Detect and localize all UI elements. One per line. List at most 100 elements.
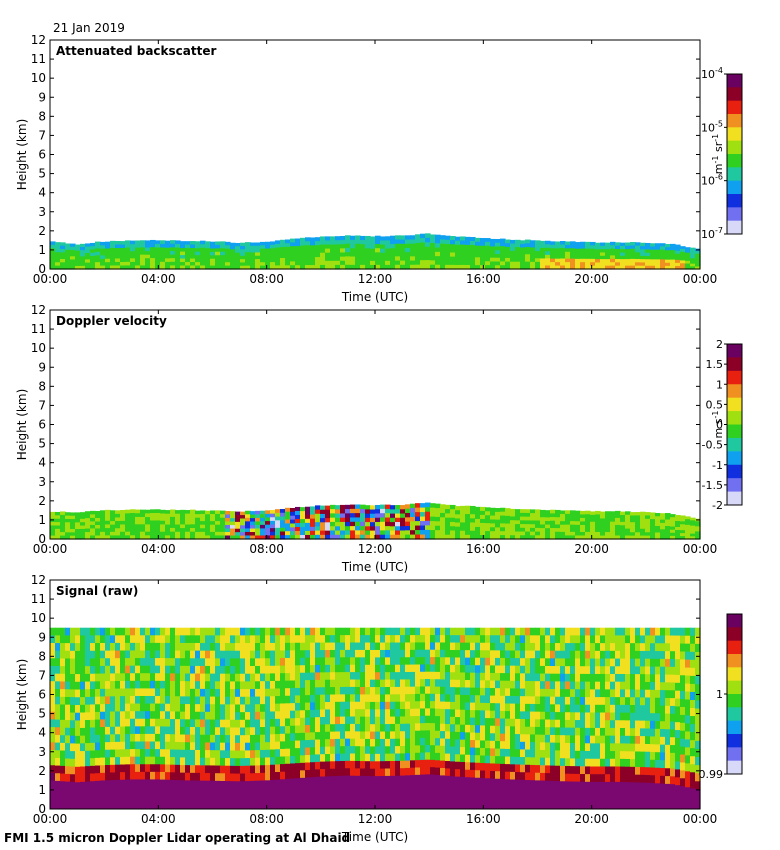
heatmap-cell — [330, 504, 336, 510]
heatmap-cell — [280, 673, 286, 682]
heatmap-cell — [510, 635, 516, 644]
heatmap-cell — [250, 249, 256, 254]
heatmap-cell — [235, 673, 241, 683]
heatmap-cell — [120, 244, 126, 249]
heatmap-cell — [310, 732, 316, 741]
heatmap-cell — [170, 680, 176, 690]
heatmap-cell — [575, 773, 581, 783]
heatmap-cell — [390, 530, 396, 536]
heatmap-cell — [55, 627, 61, 636]
heatmap-cell — [50, 251, 56, 256]
heatmap-cell — [185, 517, 191, 522]
heatmap-cell — [230, 514, 236, 519]
heatmap-cell — [170, 243, 176, 248]
heatmap-cell — [385, 530, 391, 536]
heatmap-cell — [285, 246, 291, 252]
heatmap-cell — [210, 521, 216, 526]
heatmap-cell — [680, 530, 686, 534]
heatmap-cell — [165, 510, 171, 515]
heatmap-cell — [670, 713, 676, 723]
heatmap-cell — [575, 627, 581, 636]
heatmap-cell — [275, 696, 281, 705]
heatmap-cell — [105, 734, 111, 743]
heatmap-cell — [70, 259, 76, 264]
heatmap-cell — [380, 657, 386, 666]
heatmap-cell — [580, 666, 586, 675]
heatmap-cell — [50, 627, 56, 636]
heatmap-cell — [410, 503, 416, 509]
heatmap-cell — [650, 535, 656, 540]
heatmap-cell — [70, 262, 76, 267]
heatmap-cell — [145, 650, 151, 659]
signal-floor-cell — [405, 775, 411, 809]
heatmap-cell — [295, 755, 301, 764]
heatmap-cell — [205, 517, 211, 522]
heatmap-cell — [190, 673, 196, 682]
heatmap-cell — [180, 251, 186, 256]
heatmap-cell — [485, 770, 491, 779]
heatmap-cell — [520, 251, 526, 256]
heatmap-cell — [285, 688, 291, 697]
heatmap-cell — [205, 521, 211, 526]
heatmap-cell — [245, 531, 251, 537]
heatmap-cell — [70, 766, 76, 775]
heatmap-cell — [475, 249, 481, 255]
heatmap-cell — [110, 658, 116, 667]
heatmap-cell — [465, 260, 471, 266]
heatmap-cell — [370, 761, 376, 770]
colorbar-tick-label: 10-4 — [701, 66, 723, 81]
heatmap-cell — [385, 686, 391, 695]
heatmap-cell — [515, 772, 521, 781]
colorbar-segment — [727, 159, 742, 163]
heatmap-cell — [695, 526, 701, 530]
heatmap-cell — [515, 673, 521, 682]
heatmap-cell — [130, 265, 136, 270]
heatmap-cell — [350, 526, 356, 531]
heatmap-cell — [200, 772, 206, 782]
heatmap-cell — [515, 261, 521, 266]
heatmap-cell — [365, 526, 371, 532]
heatmap-cell — [360, 679, 366, 688]
heatmap-cell — [295, 530, 301, 536]
heatmap-cell — [550, 643, 556, 652]
heatmap-cell — [60, 643, 66, 652]
heatmap-cell — [165, 528, 171, 533]
heatmap-cell — [225, 681, 231, 690]
heatmap-cell — [230, 246, 236, 250]
heatmap-cell — [315, 769, 321, 778]
heatmap-cell — [635, 712, 641, 722]
heatmap-cell — [265, 627, 271, 636]
heatmap-cell — [305, 740, 311, 749]
heatmap-cell — [285, 535, 291, 540]
heatmap-cell — [650, 256, 656, 260]
heatmap-cell — [150, 749, 156, 758]
heatmap-cell — [400, 235, 406, 241]
heatmap-cell — [525, 261, 531, 266]
heatmap-cell — [605, 689, 611, 698]
heatmap-cell — [270, 734, 276, 743]
heatmap-cell — [260, 734, 266, 743]
heatmap-cell — [495, 246, 501, 251]
heatmap-cell — [395, 768, 401, 777]
heatmap-cell — [150, 703, 156, 712]
heatmap-cell — [430, 521, 436, 527]
heatmap-cell — [275, 741, 281, 750]
heatmap-cell — [210, 727, 216, 736]
heatmap-cell — [65, 689, 71, 698]
heatmap-cell — [260, 749, 266, 759]
heatmap-cell — [390, 513, 396, 519]
heatmap-cell — [630, 535, 636, 540]
heatmap-cell — [590, 681, 596, 690]
heatmap-cell — [130, 733, 136, 743]
heatmap-cell — [490, 755, 496, 765]
heatmap-cell — [230, 696, 236, 706]
colorbar-units: m s-1 — [711, 411, 725, 439]
heatmap-cell — [210, 650, 216, 659]
heatmap-cell — [375, 260, 381, 266]
heatmap-cell — [395, 513, 401, 519]
heatmap-cell — [70, 758, 76, 768]
heatmap-cell — [580, 514, 586, 519]
heatmap-cell — [340, 642, 346, 651]
heatmap-cell — [280, 733, 286, 742]
heatmap-cell — [510, 696, 516, 705]
